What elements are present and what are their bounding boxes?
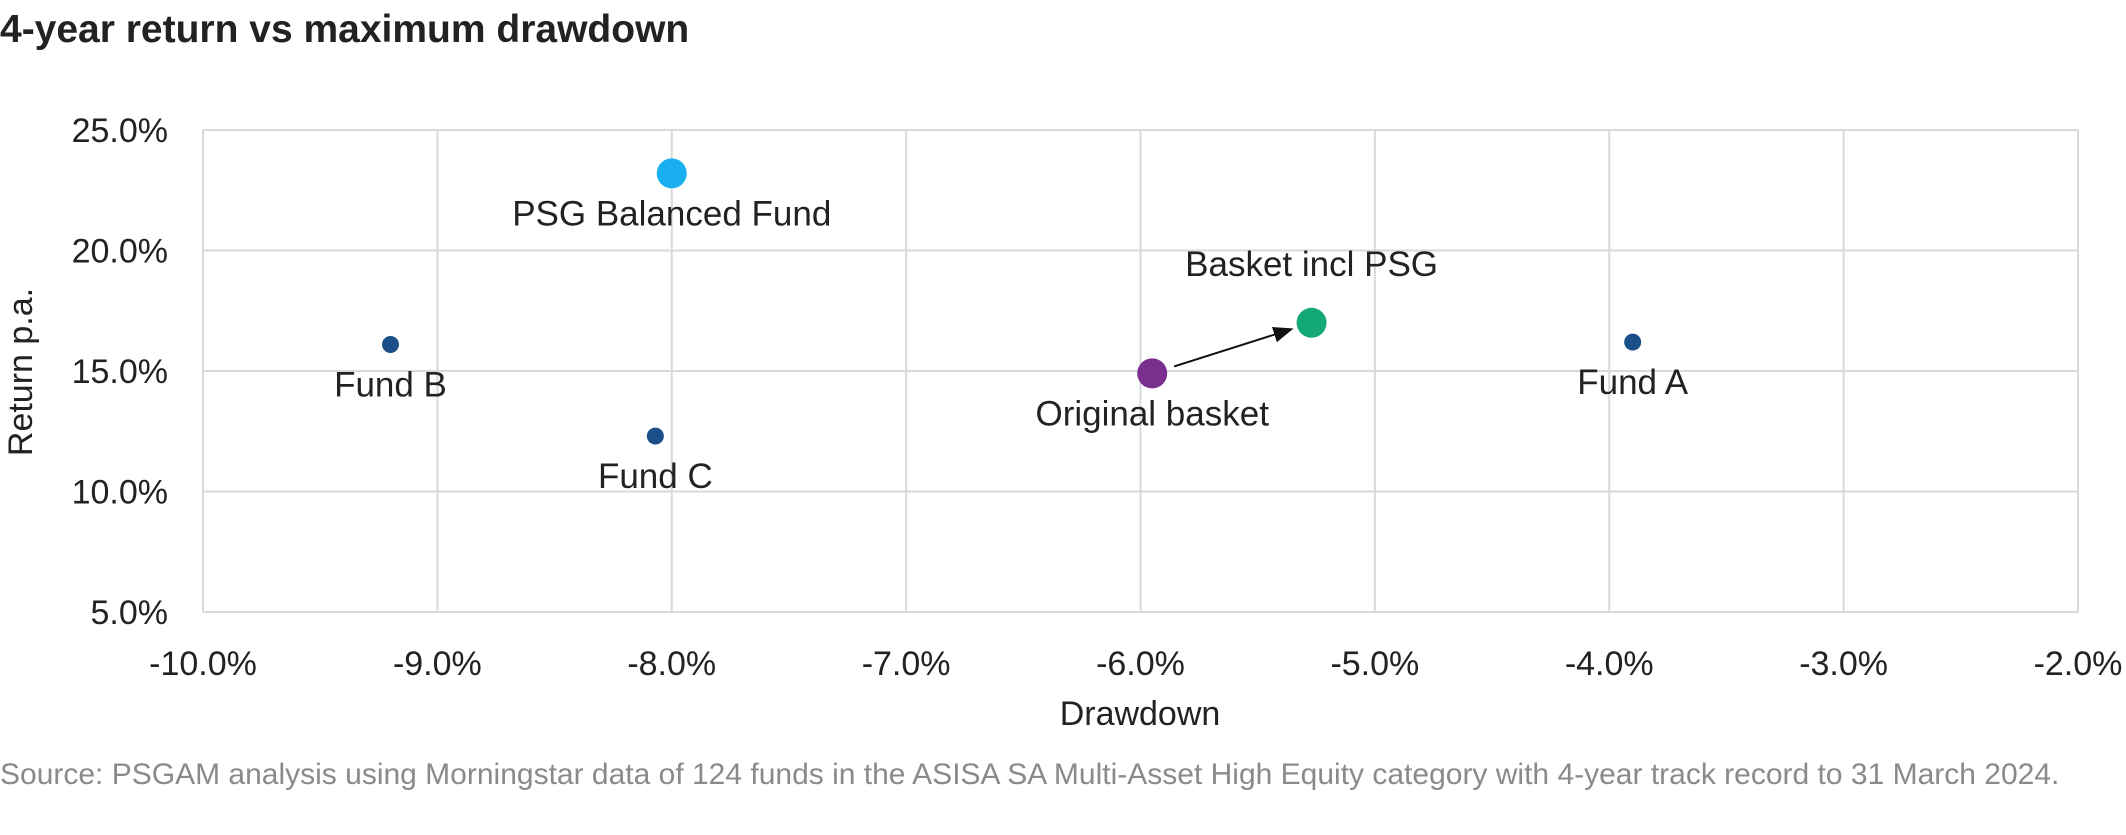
x-tick-label: -9.0%	[393, 645, 482, 683]
x-tick-label: -4.0%	[1565, 645, 1654, 683]
x-tick-label: -6.0%	[1096, 645, 1185, 683]
y-tick-label: 10.0%	[72, 474, 168, 512]
data-label: Fund C	[598, 457, 713, 496]
data-points	[382, 158, 1642, 445]
arrow-annotation	[1173, 326, 1294, 368]
y-tick-label: 5.0%	[91, 594, 169, 632]
x-tick-label: -10.0%	[149, 645, 257, 683]
x-tick-label: -8.0%	[627, 645, 716, 683]
x-tick-label: -5.0%	[1330, 645, 1419, 683]
data-point	[646, 427, 664, 445]
annotations	[1173, 326, 1294, 368]
data-label: Fund B	[334, 365, 447, 404]
point-labels: PSG Balanced Fund Fund B Fund C Original ba…	[334, 194, 1689, 496]
data-point	[1137, 358, 1168, 389]
data-label: PSG Balanced Fund	[512, 194, 831, 233]
data-point	[1296, 307, 1327, 338]
data-point	[382, 335, 399, 353]
gridlines	[202, 129, 2079, 613]
x-tick-label: -2.0%	[2034, 645, 2123, 683]
y-tick-label: 25.0%	[72, 112, 168, 150]
y-axis-title: Return p.a.	[2, 288, 40, 456]
x-axis-title: Drawdown	[1060, 695, 1221, 733]
x-tick-label: -7.0%	[862, 645, 951, 683]
data-label: Basket incl PSG	[1185, 245, 1438, 284]
tick-labels: -10.0% -9.0% -8.0% -7.0% -6.0% -5.0% -4.0% -3.0…	[72, 112, 2123, 683]
data-label: Fund A	[1577, 363, 1689, 402]
y-tick-label: 20.0%	[72, 233, 168, 271]
data-point	[1624, 333, 1642, 351]
data-label: Original basket	[1035, 394, 1269, 433]
source-note: Source: PSGAM analysis using Morningstar…	[0, 758, 2060, 791]
scatter-chart: -10.0% -9.0% -8.0% -7.0% -6.0% -5.0% -4.0% -3.0…	[2, 112, 2123, 733]
x-tick-label: -3.0%	[1799, 645, 1888, 683]
y-tick-label: 15.0%	[72, 353, 168, 391]
data-point	[656, 158, 687, 189]
chart-title: 4-year return vs maximum drawdown	[0, 8, 690, 51]
